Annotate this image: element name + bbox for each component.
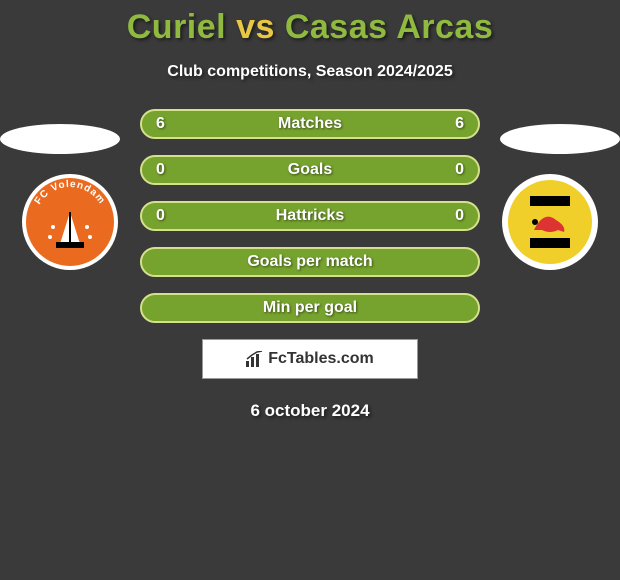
stat-label: Hattricks [276, 207, 344, 225]
stat-value-left: 0 [156, 161, 165, 179]
ellipse-right [500, 124, 620, 154]
title-player1: Curiel [127, 8, 226, 46]
stat-label: Matches [278, 115, 342, 133]
footer-text: FcTables.com [268, 350, 374, 368]
stat-value-right: 6 [455, 115, 464, 133]
stat-label: Goals [288, 161, 332, 179]
stat-row: 0 Goals 0 [140, 155, 480, 185]
stat-row: 0 Hattricks 0 [140, 201, 480, 231]
team-badge-right [500, 172, 600, 272]
chart-icon [246, 351, 264, 367]
stat-value-left: 6 [156, 115, 165, 133]
page-title: Curiel vs Casas Arcas [0, 0, 620, 47]
stat-label: Goals per match [247, 253, 372, 271]
stat-row: Goals per match [140, 247, 480, 277]
team-badge-left: FC Volendam [20, 172, 120, 272]
footer-attribution: FcTables.com [202, 339, 418, 379]
title-player2: Casas Arcas [285, 8, 493, 46]
title-vs: vs [236, 8, 275, 46]
stat-label: Min per goal [263, 299, 357, 317]
ellipse-left [0, 124, 120, 154]
stat-value-left: 0 [156, 207, 165, 225]
stat-value-right: 0 [455, 207, 464, 225]
date-text: 6 october 2024 [0, 401, 620, 421]
stat-row: Min per goal [140, 293, 480, 323]
stat-row: 6 Matches 6 [140, 109, 480, 139]
stat-value-right: 0 [455, 161, 464, 179]
subtitle: Club competitions, Season 2024/2025 [0, 63, 620, 81]
